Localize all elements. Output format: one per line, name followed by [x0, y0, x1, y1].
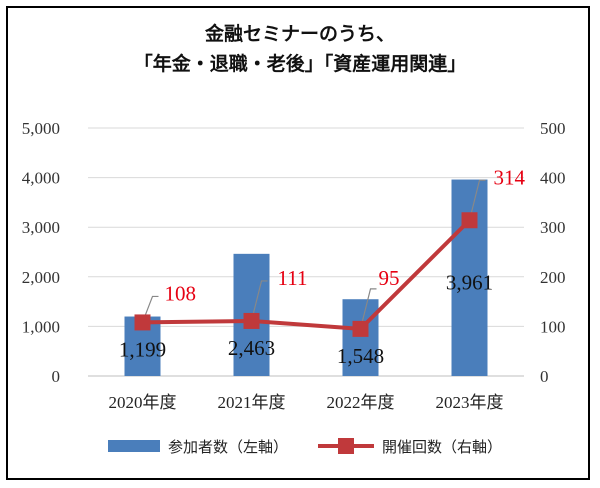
line-data-label: 111	[278, 266, 308, 290]
data-label-leader	[359, 288, 377, 330]
line-data-label: 108	[165, 281, 197, 305]
x-axis-category-label: 2021年度	[218, 393, 286, 412]
legend-swatch-sessions-marker	[338, 438, 354, 454]
left-axis-tick: 5,000	[22, 119, 60, 138]
left-axis-tick: 0	[52, 367, 61, 386]
left-axis-tick: 2,000	[22, 268, 60, 287]
right-axis-tick: 100	[540, 317, 566, 336]
right-axis-tick: 500	[540, 119, 566, 138]
x-axis-category-label: 2022年度	[327, 393, 395, 412]
data-label-leader	[468, 179, 486, 221]
line-marker	[352, 320, 369, 337]
chart-title-line-2: 「年金・退職・老後」「資産運用関連」	[134, 52, 467, 75]
bar-data-label: 1,199	[119, 337, 166, 361]
line-data-label: 95	[379, 266, 400, 290]
right-axis-tick: 200	[540, 268, 566, 287]
legend-swatch-participants	[108, 440, 160, 452]
chart-title-line-1: 金融セミナーのうち、	[204, 22, 395, 45]
bar	[342, 299, 379, 376]
right-axis-tick: 400	[540, 169, 566, 188]
bar-data-label: 2,463	[228, 336, 275, 360]
line-data-label: 314	[494, 165, 526, 189]
left-axis-tick: 3,000	[22, 218, 60, 237]
bar-data-label: 1,548	[337, 344, 384, 368]
chart-frame	[6, 6, 590, 480]
line-marker	[243, 312, 260, 329]
left-axis-tick: 4,000	[22, 169, 60, 188]
legend-label-sessions: 開催回数（右軸）	[382, 438, 502, 456]
right-axis-tick: 300	[540, 218, 566, 237]
left-axis-tick: 1,000	[22, 317, 60, 336]
data-label-leader	[250, 280, 268, 322]
line-marker	[134, 314, 151, 331]
data-label-leader	[141, 295, 159, 323]
line-marker	[461, 212, 478, 229]
legend-label-participants: 参加者数（左軸）	[168, 438, 288, 456]
x-axis-category-label: 2020年度	[109, 393, 177, 412]
right-axis-tick: 0	[540, 367, 549, 386]
series-line-sessions	[142, 218, 471, 331]
x-axis-category-label: 2023年度	[436, 393, 504, 412]
bar-data-label: 3,961	[446, 271, 493, 295]
